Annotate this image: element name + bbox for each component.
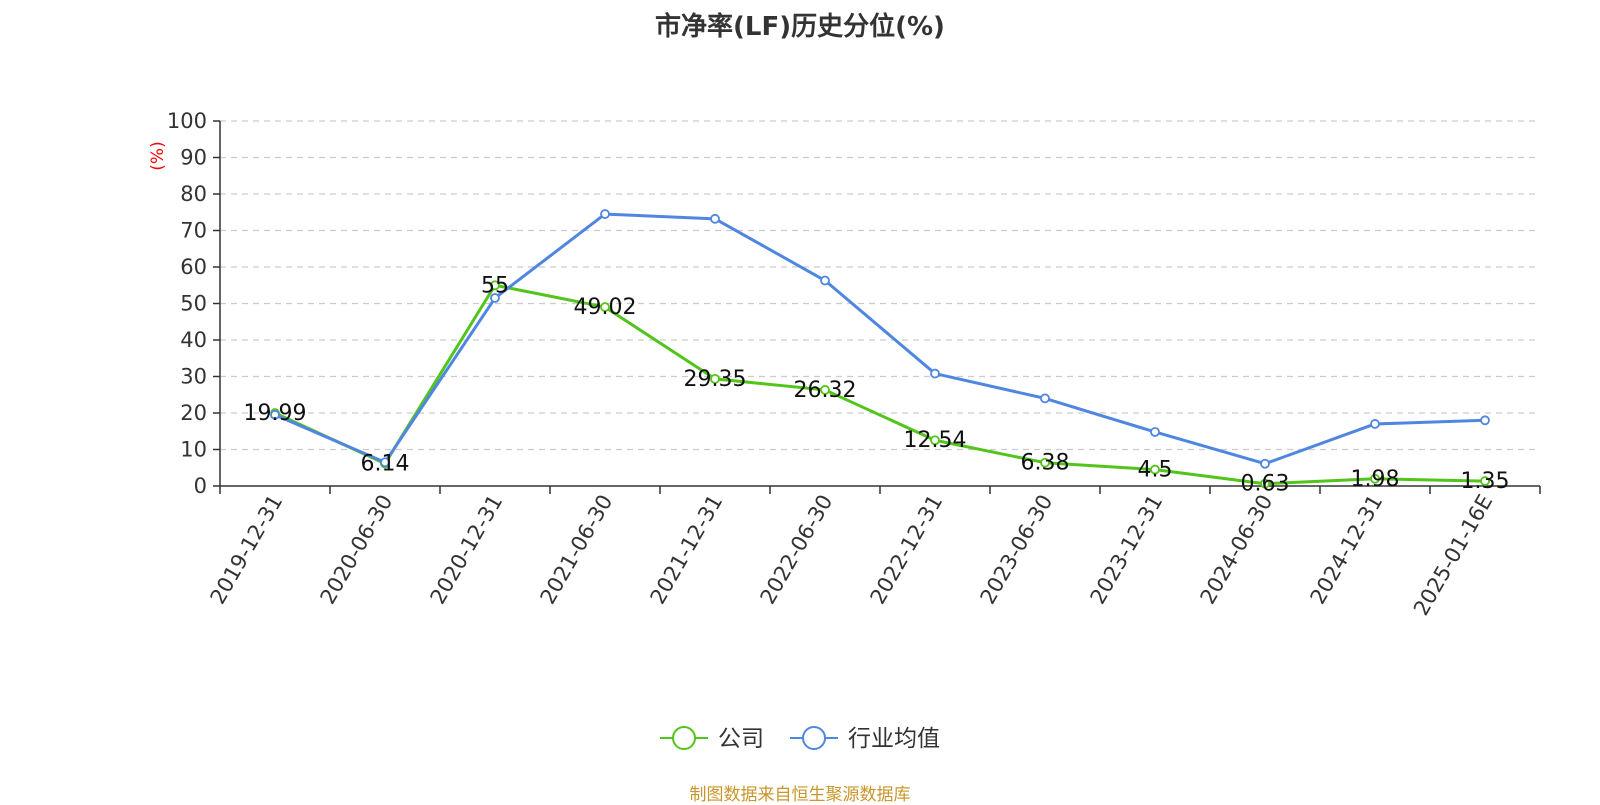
y-tick-label: 80 [180, 182, 207, 206]
x-tick-label: 2020-12-31 [426, 491, 508, 609]
data-label: 6.38 [1021, 451, 1070, 476]
y-tick-label: 70 [180, 219, 207, 243]
data-label: 6.14 [361, 452, 410, 477]
x-tick-label: 2022-06-30 [756, 491, 838, 609]
data-point [930, 368, 940, 379]
y-tick-label: 90 [180, 146, 207, 170]
data-label: 26.32 [794, 378, 857, 403]
axes: 0 10 20 30 40 50 60 70 80 90 100 (%) 2019-12-31 2020-… [148, 109, 1541, 620]
y-tick-label: 50 [180, 292, 207, 316]
y-tick-label: 0 [194, 474, 207, 498]
x-tick-label: 2021-06-30 [536, 491, 618, 609]
data-point [930, 435, 940, 446]
y-tick-label: 10 [180, 438, 207, 462]
data-label: 29.35 [684, 367, 747, 392]
data-point [1480, 476, 1490, 486]
series-line [274, 212, 1486, 466]
y-axis-label: (%) [148, 141, 168, 170]
data-label: 1.98 [1351, 467, 1400, 492]
y-tick-label: 60 [180, 255, 207, 279]
data-label: 0.63 [1241, 472, 1290, 497]
legend-marker [802, 726, 826, 750]
data-point [1370, 473, 1380, 484]
y-tick-label: 40 [180, 328, 207, 352]
data-label: 12.54 [904, 428, 967, 453]
x-tick-label: 2024-06-30 [1196, 491, 1278, 609]
data-labels: 19.99 6.14 55 49.02 29.35 26.32 12.54 6.38 4.5 0.… [244, 273, 1510, 496]
data-point [710, 373, 720, 384]
y-tick-label: 100 [167, 109, 207, 133]
x-tick-label: 2023-12-31 [1086, 491, 1168, 609]
data-point [600, 209, 610, 219]
x-tick-label: 2023-06-30 [976, 491, 1058, 609]
legend-label: 行业均值 [848, 726, 940, 752]
data-label: 55 [481, 273, 509, 298]
data-point [1370, 419, 1380, 429]
x-tick-label: 2024-12-31 [1306, 491, 1388, 609]
data-label: 19.99 [244, 401, 307, 426]
x-tick-label: 2021-12-31 [646, 491, 728, 609]
x-tick-label: 2025-01-16E [1409, 491, 1497, 620]
data-point [1260, 458, 1270, 469]
data-label: 4.5 [1138, 458, 1173, 483]
data-point [1040, 393, 1050, 404]
source-note: 制图数据来自恒生聚源数据库 [689, 785, 911, 805]
data-point [820, 385, 830, 395]
legend: 公司 行业均值 [660, 726, 940, 752]
x-tick-label: 2019-12-31 [206, 491, 288, 609]
data-point [710, 213, 720, 224]
chart-title: 市净率(LF)历史分位(%) [655, 12, 945, 42]
y-tick-label: 20 [180, 401, 207, 425]
data-point [1480, 415, 1490, 426]
x-tick-label: 2022-12-31 [866, 491, 948, 609]
legend-marker [672, 726, 696, 750]
legend-label: 公司 [718, 726, 764, 752]
y-tick-label: 30 [180, 365, 207, 389]
data-label: 1.35 [1461, 469, 1510, 494]
grid-lines [220, 120, 1540, 451]
data-point [820, 275, 830, 286]
data-point [270, 409, 280, 420]
data-point [490, 293, 500, 303]
data-point [380, 457, 390, 468]
data-point [600, 302, 610, 312]
data-label: 49.02 [574, 295, 637, 320]
data-point [1150, 464, 1160, 475]
data-point [490, 280, 500, 291]
data-point [1260, 478, 1270, 489]
data-point [1040, 457, 1050, 468]
data-point [1150, 427, 1160, 437]
series-lines [270, 209, 1490, 489]
series-line [274, 283, 1486, 486]
x-tick-label: 2020-06-30 [316, 491, 398, 609]
